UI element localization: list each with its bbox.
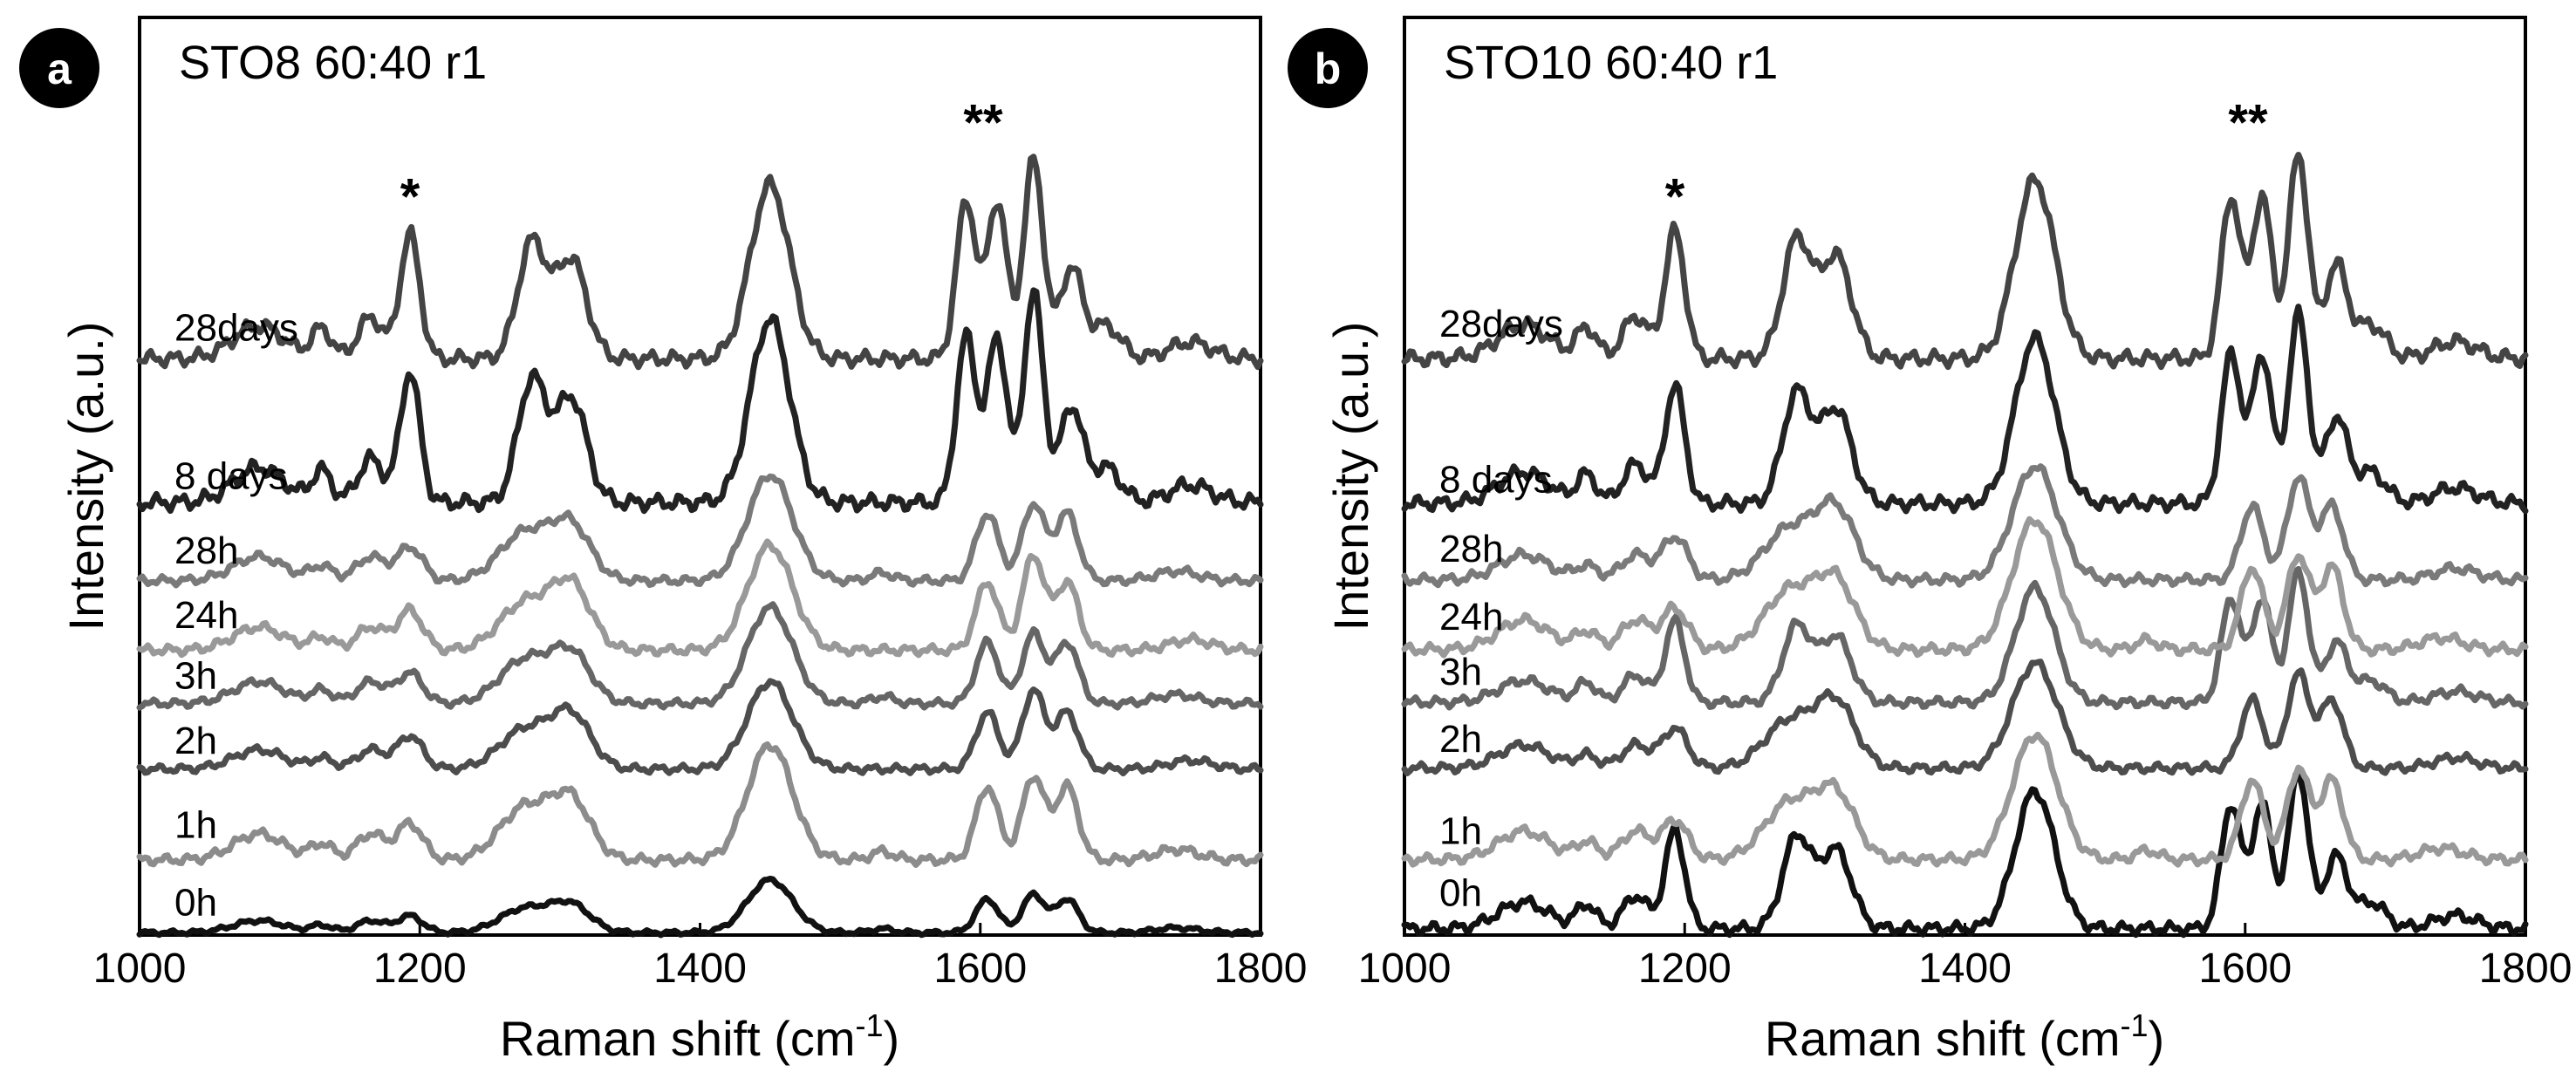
x-tick-label: 1000 (93, 946, 187, 992)
y-axis-title-b: Intensity (a.u.) (1323, 322, 1378, 632)
panel-b-badge (1288, 28, 1368, 108)
series-line-3h (136, 601, 1264, 711)
series-label: 24h (174, 594, 238, 637)
series-line-8-days (136, 287, 1264, 515)
panel-b-letter: b (1315, 44, 1342, 93)
panel-a-badge (19, 28, 99, 108)
series-label: 2h (174, 720, 217, 762)
x-tick-label: 1600 (933, 946, 1027, 992)
peak-marker: ** (963, 94, 1003, 151)
x-tick-label: 1400 (653, 946, 747, 992)
series-line-2h (1401, 659, 2529, 776)
panel-a: a STO8 60:40 r1 1000 1200 1400 1600 1800 0h1… (19, 16, 1308, 1066)
plot-frame-a (138, 16, 1262, 937)
annotations-b: *** (1665, 94, 2268, 225)
series-line-28days (136, 154, 1264, 371)
series-label: 24h (1439, 596, 1503, 638)
x-tick-label: 1000 (1358, 946, 1452, 992)
peak-marker: * (400, 168, 420, 225)
y-axis-title-a: Intensity (a.u.) (58, 322, 113, 632)
series-label: 0h (1439, 871, 1482, 914)
annotations-a: *** (400, 94, 1003, 225)
series-label: 1h (1439, 810, 1482, 853)
series-label: 3h (1439, 651, 1482, 693)
series-line-8-days (1401, 304, 2529, 515)
x-axis-title-a: Raman shift (cm-1) (500, 1007, 899, 1066)
series-label: 0h (174, 882, 217, 925)
series-label: 3h (174, 655, 217, 698)
series-label: 28days (174, 307, 298, 350)
panel-b-title: STO10 60:40 r1 (1444, 37, 1778, 89)
x-tick-label: 1200 (1638, 946, 1732, 992)
series-label: 1h (174, 804, 217, 847)
traces-a (136, 154, 1264, 939)
series-line-2h (136, 678, 1264, 777)
panel-b: b STO10 60:40 r1 1000 1200 1400 1600 1800 0h… (1288, 16, 2573, 1066)
x-ticks-a: 1000 1200 1400 1600 1800 (93, 923, 1308, 992)
series-line-28h (136, 473, 1264, 589)
trace-labels-b: 0h 1h 2h 3h 24h 28h 8 days 28days (1439, 303, 1563, 915)
trace-labels-a: 0h 1h 2h 3h 24h 28h 8 days 28days (174, 307, 298, 925)
panel-a-letter: a (47, 44, 72, 93)
series-line-24h (1401, 516, 2529, 659)
x-ticks-b: 1000 1200 1400 1600 1800 (1358, 923, 2573, 992)
series-label: 28days (1439, 303, 1563, 345)
series-label: 28h (1439, 528, 1503, 570)
traces-b (1401, 152, 2529, 939)
series-line-0h (1401, 771, 2529, 939)
x-tick-label: 1200 (373, 946, 467, 992)
panel-a-title: STO8 60:40 r1 (179, 37, 487, 89)
series-line-3h (1401, 565, 2529, 711)
series-label: 28h (174, 529, 238, 572)
x-tick-label: 1400 (1918, 946, 2012, 992)
peak-marker: * (1665, 168, 1685, 225)
series-line-0h (136, 876, 1264, 939)
series-label: 8 days (174, 455, 288, 498)
series-line-1h (1401, 731, 2529, 868)
series-line-28h (1401, 463, 2529, 589)
series-label: 2h (1439, 718, 1482, 761)
series-label: 8 days (1439, 459, 1553, 502)
series-line-24h (136, 538, 1264, 659)
x-tick-label: 1800 (2479, 946, 2573, 992)
x-tick-label: 1600 (2198, 946, 2292, 992)
series-line-1h (136, 741, 1264, 868)
x-axis-title-b: Raman shift (cm-1) (1765, 1007, 2164, 1066)
x-tick-label: 1800 (1214, 946, 1308, 992)
series-line-28days (1401, 152, 2529, 371)
peak-marker: ** (2228, 94, 2268, 151)
